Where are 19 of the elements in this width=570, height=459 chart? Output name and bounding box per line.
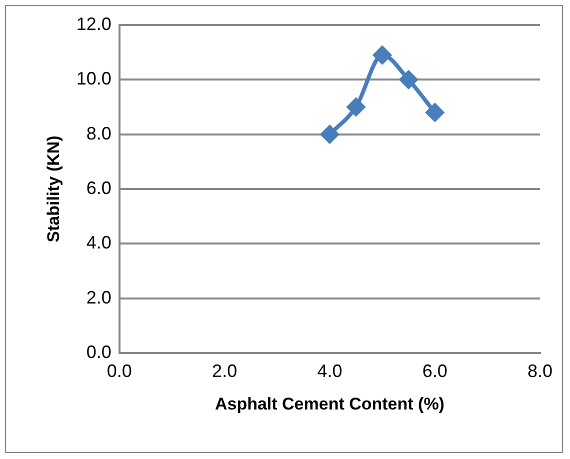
- point: [320, 125, 339, 144]
- y-tick-label: 8.0: [86, 123, 112, 144]
- y-tick-label: 12.0: [76, 14, 112, 34]
- y-tick-label: 0.0: [86, 342, 112, 362]
- x-tick-label: 2.0: [212, 360, 238, 381]
- point: [400, 70, 418, 89]
- y-tick-label: 2.0: [86, 287, 112, 308]
- y-tick-label: 6.0: [86, 178, 112, 198]
- x-axis-title: Asphalt Cement Content (%): [214, 394, 444, 414]
- point: [347, 98, 365, 116]
- y-tick-label: 10.0: [76, 68, 112, 89]
- point: [373, 46, 392, 64]
- point: [426, 103, 444, 122]
- x-tick-label: 8.0: [527, 360, 553, 381]
- y-tick-label: 4.0: [86, 232, 112, 253]
- x-tick-label: 4.0: [317, 360, 342, 381]
- x-tick-label: 0.0: [106, 360, 132, 381]
- x-tick-label: 6.0: [422, 360, 448, 381]
- y-axis-title: Stability (KN): [44, 136, 63, 242]
